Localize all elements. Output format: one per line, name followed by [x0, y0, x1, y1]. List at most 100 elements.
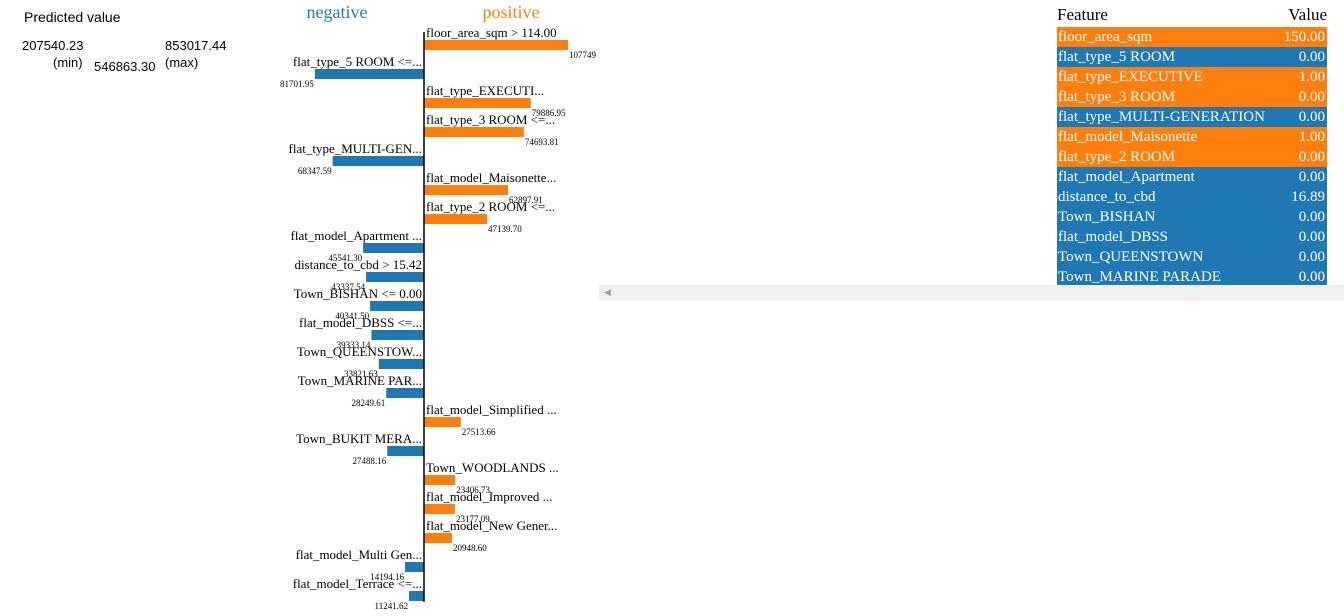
bar-feature-label: flat_model_Simplified ...	[426, 402, 557, 417]
feature-value-cell: 1.00	[1298, 129, 1325, 145]
bar-value-label: 43337.54	[331, 282, 365, 292]
bar-feature-label: flat_type_3 ROOM <=...	[426, 112, 555, 127]
bar-feature-label: distance_to_cbd > 15.42	[294, 257, 422, 272]
bar-feature-label: flat_type_EXECUTI...	[426, 83, 544, 98]
bar-feature-label: Town_BUKIT MERA...	[296, 431, 422, 446]
bar-feature-label: floor_area_sqm > 114.00	[426, 25, 557, 40]
feature-name-cell: flat_type_2 ROOM	[1058, 149, 1176, 165]
bar-feature-label: flat_model_New Gener...	[426, 518, 557, 533]
negative-bar	[405, 562, 424, 572]
feature-name-cell: floor_area_sqm	[1058, 29, 1153, 45]
negative-bar	[378, 359, 424, 369]
feature-name-cell: distance_to_cbd	[1058, 189, 1156, 205]
bar-feature-label: flat_model_Maisonette...	[426, 170, 556, 185]
bar-feature-label: flat_model_Improved ...	[426, 489, 552, 504]
feature-name-cell: flat_type_3 ROOM	[1058, 89, 1176, 105]
positive-bar	[424, 504, 455, 514]
table-row: flat_type_MULTI-GENERATION 0.00	[1057, 107, 1327, 127]
positive-bar	[424, 214, 487, 224]
feature-name-cell: Town_MARINE PARADE	[1058, 269, 1221, 285]
feature-value-cell: 0.00	[1298, 269, 1325, 285]
feature-name-cell: flat_model_DBSS	[1058, 229, 1169, 245]
negative-bar	[371, 330, 424, 340]
feature-column-header: Feature	[1057, 5, 1108, 24]
bar-feature-label: Town_QUEENSTOW...	[297, 344, 422, 359]
predicted-value-range: 207540.23 (min) 546863.30 853017.44 (max…	[20, 38, 240, 78]
positive-bar	[424, 40, 568, 50]
prediction-max-value: 853017.44	[165, 38, 227, 53]
bar-value-label: 62897.91	[509, 195, 543, 205]
bar-value-label: 74693.81	[525, 137, 559, 147]
feature-name-cell: flat_model_Apartment	[1058, 169, 1195, 185]
bar-feature-label: flat_type_5 ROOM <=...	[293, 54, 422, 69]
predicted-value-title: Predicted value	[24, 9, 121, 25]
table-row: flat_model_DBSS 0.00	[1057, 227, 1327, 247]
bar-value-label: 47139.70	[488, 224, 522, 234]
horizontal-scrollbar[interactable]: ◀	[599, 285, 1344, 301]
bar-value-label: 40341.50	[335, 311, 369, 321]
table-row: flat_type_2 ROOM 0.00	[1057, 147, 1327, 167]
feature-value-cell: 0.00	[1298, 49, 1325, 65]
table-row: Town_MARINE PARADE 0.00	[1057, 267, 1327, 287]
left-arrow-icon[interactable]: ◀	[604, 287, 611, 297]
feature-value-cell: 0.00	[1298, 89, 1325, 105]
feature-value-cell: 0.00	[1298, 209, 1325, 225]
negative-bar	[363, 243, 424, 253]
feature-name-cell: Town_QUEENSTOWN	[1058, 249, 1204, 265]
feature-name-cell: flat_model_Maisonette	[1058, 129, 1198, 145]
positive-bar	[424, 417, 461, 427]
bar-feature-label: Town_MARINE PAR...	[298, 373, 422, 388]
feature-value-cell: 0.00	[1298, 229, 1325, 245]
bar-value-label: 81701.95	[280, 79, 314, 89]
bar-value-label: 45541.30	[328, 253, 362, 263]
feature-value-cell: 150.00	[1283, 29, 1325, 45]
table-row: flat_type_EXECUTIVE 1.00	[1057, 67, 1327, 87]
bar-value-label: 14194.16	[370, 572, 404, 582]
negative-bar	[314, 69, 424, 79]
feature-value-cell: 16.89	[1291, 189, 1325, 205]
bar-feature-label: flat_model_Terrace <=...	[293, 576, 422, 591]
bar-feature-label: flat_type_2 ROOM <=...	[426, 199, 555, 214]
bar-value-label: 20948.60	[453, 543, 487, 553]
bar-feature-label: Town_BISHAN <= 0.00	[294, 286, 422, 301]
table-row: flat_type_5 ROOM 0.00	[1057, 47, 1327, 67]
feature-value-table: Feature Value floor_area_sqm 150.00 flat_t…	[1057, 4, 1327, 287]
positive-bar	[424, 533, 452, 543]
bar-value-label: 79886.95	[532, 108, 566, 118]
prediction-max-label: (max)	[165, 55, 199, 70]
bar-value-label: 28249.61	[351, 398, 385, 408]
prediction-value: 546863.30	[94, 59, 156, 74]
bar-feature-label: flat_model_DBSS <=...	[299, 315, 422, 330]
negative-header: negative	[307, 2, 368, 22]
negative-bar	[366, 272, 424, 282]
negative-bar	[370, 301, 424, 311]
feature-name-cell: flat_type_MULTI-GENERATION	[1058, 109, 1265, 125]
positive-bar	[424, 127, 524, 137]
prediction-min-label: (min)	[53, 55, 83, 70]
feature-value-cell: 0.00	[1298, 169, 1325, 185]
table-row: flat_type_3 ROOM 0.00	[1057, 87, 1327, 107]
bar-value-label: 27488.16	[353, 456, 387, 466]
positive-header: positive	[483, 2, 540, 22]
negative-bar	[386, 388, 424, 398]
feature-value-cell: 0.00	[1298, 249, 1325, 265]
bar-feature-label: flat_model_Multi Gen...	[296, 547, 422, 562]
value-column-header: Value	[1288, 5, 1327, 24]
feature-name-cell: flat_type_EXECUTIVE	[1058, 69, 1203, 85]
feature-value-cell: 1.00	[1298, 69, 1325, 85]
table-rows: floor_area_sqm 150.00 flat_type_5 ROOM 0.00…	[1057, 27, 1327, 287]
negative-bar	[332, 156, 424, 166]
bar-feature-label: Town_WOODLANDS ...	[426, 460, 559, 475]
bar-feature-label: flat_type_MULTI-GEN...	[289, 141, 422, 156]
table-header: Feature Value	[1057, 4, 1327, 27]
table-row: Town_QUEENSTOWN 0.00	[1057, 247, 1327, 267]
bar-value-label: 39333.14	[337, 340, 371, 350]
bar-value-label: 11241.62	[375, 601, 408, 611]
feature-name-cell: flat_type_5 ROOM	[1058, 49, 1176, 65]
positive-bar	[424, 185, 509, 195]
table-row: distance_to_cbd 16.89	[1057, 187, 1327, 207]
table-row: flat_model_Maisonette 1.00	[1057, 127, 1327, 147]
positive-bar	[424, 475, 456, 485]
table-row: Town_BISHAN 0.00	[1057, 207, 1327, 227]
table-row: floor_area_sqm 150.00	[1057, 27, 1327, 47]
